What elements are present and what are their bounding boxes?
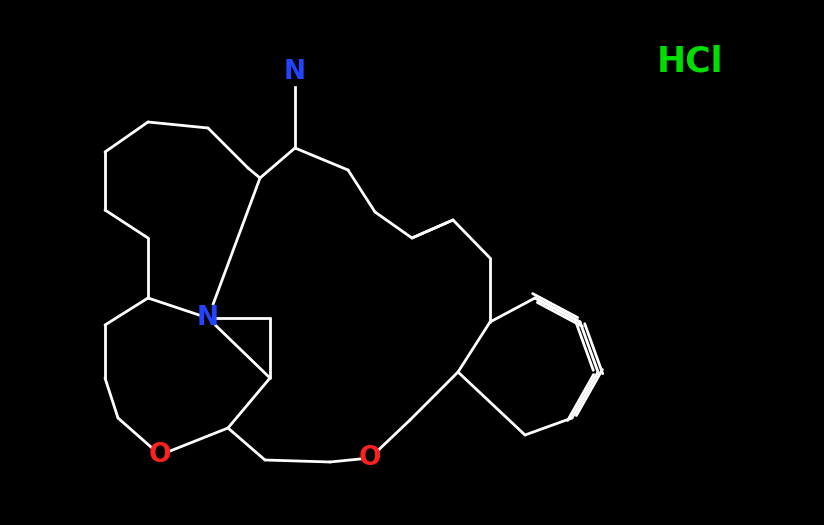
Text: N: N <box>284 59 306 85</box>
Bar <box>155 442 166 468</box>
Bar <box>203 304 213 331</box>
Text: O: O <box>358 445 382 471</box>
Bar <box>365 445 375 471</box>
Bar <box>290 59 300 85</box>
Text: O: O <box>149 442 171 468</box>
Text: N: N <box>197 305 219 331</box>
Text: HCl: HCl <box>657 45 723 79</box>
Bar <box>669 45 710 79</box>
